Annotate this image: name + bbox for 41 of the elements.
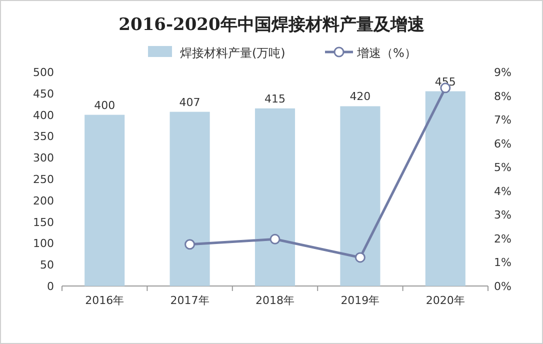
y-tick-label: 200: [33, 194, 54, 208]
y-tick-label: 100: [33, 237, 54, 250]
y2-tick-label: 4%: [494, 184, 512, 198]
bar: [254, 108, 296, 286]
y2-tick-label: 9%: [494, 66, 512, 79]
x-tick-label: 2020年: [426, 294, 465, 307]
legend-label: 增速（%）: [356, 46, 416, 60]
y2-tick-label: 5%: [494, 161, 512, 174]
data-label: 400: [94, 98, 116, 112]
y-tick-label: 150: [33, 216, 54, 229]
y2-tick-label: 2%: [494, 232, 512, 246]
x-tick-label: 2019年: [340, 294, 380, 307]
y-tick-label: 250: [33, 173, 54, 186]
x-tick-label: 2017年: [170, 294, 210, 307]
y2-tick-label: 1%: [494, 256, 512, 270]
y2-tick-label: 6%: [494, 137, 512, 150]
y2-tick-label: 7%: [494, 114, 512, 127]
point: [354, 252, 366, 263]
y-tick-label: 0: [47, 280, 54, 293]
x-tick-label: 2018年: [256, 294, 294, 307]
data-label: 420: [350, 90, 371, 104]
y2-tick-label: 8%: [494, 90, 512, 103]
x-tick-label: 2016年: [85, 294, 124, 307]
y-tick-label: 400: [33, 108, 54, 122]
point: [270, 234, 280, 244]
y-tick-label: 500: [33, 66, 54, 79]
data-label: 407: [179, 96, 200, 109]
y2-tick-label: 0%: [494, 280, 512, 293]
chart-title: 2016-2020年中国焊接材料产量及增速: [118, 15, 424, 35]
y2-tick-label: 3%: [494, 208, 512, 222]
data-label: 415: [264, 92, 286, 106]
bar: [170, 112, 210, 286]
point: [184, 239, 196, 250]
legend-label: 焊接材料产量(万吨): [180, 46, 286, 60]
y-tick-label: 350: [33, 130, 54, 144]
y-tick-label: 50: [40, 258, 54, 272]
bar: [425, 91, 466, 286]
bar: [340, 106, 380, 286]
bar: [84, 114, 125, 286]
y-tick-label: 300: [33, 152, 54, 165]
y-tick-label: 450: [33, 87, 54, 100]
